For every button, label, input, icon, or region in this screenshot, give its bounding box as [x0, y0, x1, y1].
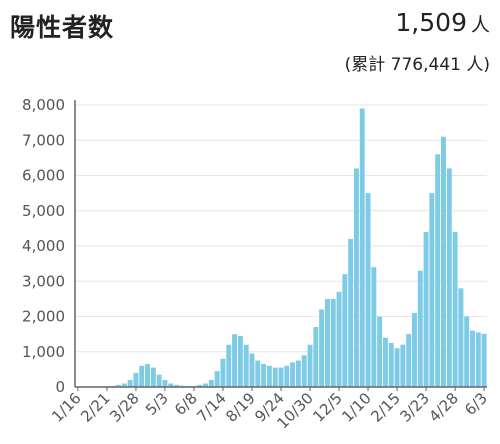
today-unit: 人: [470, 14, 490, 36]
cumulative-total: (累計 776,441 人): [344, 55, 490, 75]
y-tick-label: 8,000: [22, 96, 65, 114]
bar: [324, 298, 330, 388]
bar: [284, 365, 290, 387]
y-tick-label: 3,000: [22, 272, 65, 290]
bar: [429, 193, 435, 388]
bar: [464, 316, 470, 387]
bar: [127, 379, 133, 387]
x-tick-label: 3/28: [106, 389, 143, 426]
x-tick-labels: 1/162/213/28 5/3 6/87/148/199/2410/3012/51…: [48, 389, 491, 432]
bar: [121, 383, 127, 387]
y-tick-label: 2,000: [22, 308, 65, 326]
bar: [319, 309, 325, 387]
today-count: 1,509 人: [395, 8, 490, 37]
bar: [353, 168, 359, 387]
bar: [266, 365, 272, 387]
bar: [272, 367, 278, 387]
bar: [475, 332, 481, 387]
x-tick-label: 12/5: [309, 389, 346, 426]
bar: [441, 136, 446, 387]
bar: [342, 274, 348, 387]
y-tick-label: 0: [55, 378, 65, 396]
bar: [452, 231, 458, 387]
bar: [139, 365, 145, 387]
bar: [255, 360, 261, 387]
bar: [145, 364, 150, 387]
bar: [371, 267, 377, 387]
y-tick-labels: 0 1,000 2,000 3,000 4,000 5,000 6,000 7,000 8,00…: [22, 96, 65, 396]
bar: [295, 360, 301, 387]
bar: [232, 334, 238, 388]
today-value: 1,509: [395, 8, 467, 37]
bar: [470, 330, 475, 387]
x-tick-label: 4/28: [425, 389, 462, 426]
bar: [133, 372, 139, 387]
x-tick-label: 1/16: [48, 389, 85, 426]
bar: [406, 334, 412, 388]
bar: [249, 353, 255, 387]
bar: [301, 355, 307, 387]
bar: [388, 342, 394, 387]
bar: [116, 384, 121, 387]
bar: [377, 316, 383, 387]
bar: [220, 358, 226, 387]
bar: [446, 168, 452, 387]
y-tick-label: 4,000: [22, 237, 65, 255]
bar: [162, 379, 168, 387]
bar: [394, 348, 400, 387]
y-tick-label: 5,000: [22, 202, 65, 220]
bar: [168, 383, 174, 387]
y-tick-label: 6,000: [22, 167, 65, 185]
bar: [330, 298, 336, 388]
bar: [203, 383, 209, 387]
bar: [336, 291, 342, 387]
bar: [359, 108, 365, 388]
bar: [400, 344, 406, 387]
bar: [382, 337, 388, 387]
bar: [423, 231, 429, 387]
bar: [307, 344, 313, 387]
bar: [226, 344, 232, 387]
bars: [98, 108, 487, 388]
bar: [458, 288, 464, 387]
bar: [412, 312, 417, 387]
y-tick-label: 7,000: [22, 131, 65, 149]
bar: [435, 154, 441, 387]
bar: [365, 193, 371, 388]
x-tick-label: 5/3: [142, 389, 172, 419]
bar: [417, 270, 423, 387]
page-title: 陽性者数: [10, 13, 115, 42]
bar: [208, 379, 214, 387]
bar: [261, 364, 267, 387]
bar: [243, 344, 249, 387]
axes: [74, 100, 487, 391]
x-tick-label: 8/19: [222, 389, 259, 426]
x-tick-label: 7/14: [193, 389, 230, 426]
x-tick-label: 2/21: [77, 389, 114, 426]
bar: [237, 335, 243, 387]
bar: [481, 333, 487, 387]
bar: [197, 384, 203, 387]
x-tick-label: 1/10: [338, 389, 375, 426]
bar: [290, 362, 296, 387]
bar: [348, 238, 354, 387]
x-tick-label: 2/15: [367, 389, 404, 426]
bar: [150, 367, 156, 387]
bar: [214, 371, 220, 387]
x-tick-label: 6/3: [461, 389, 491, 419]
x-tick-label: 3/23: [396, 389, 433, 426]
bar: [278, 367, 284, 387]
y-tick-label: 1,000: [22, 343, 65, 361]
bar: [156, 374, 162, 387]
bar: [313, 327, 319, 387]
bar: [174, 384, 180, 387]
